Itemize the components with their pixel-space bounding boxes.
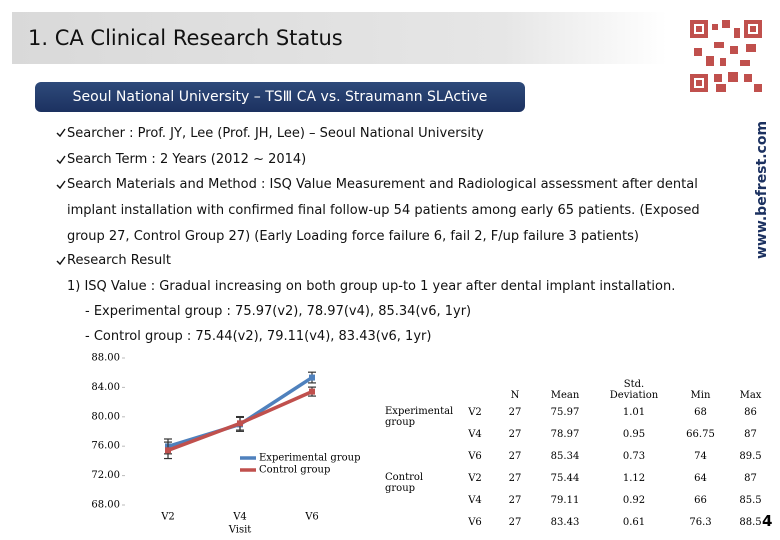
chart: 68.00 72.00 76.00 80.00 84.00 88.00 V2 V4 V6 Visi… <box>91 353 360 536</box>
visit-cell: V6 <box>468 516 482 528</box>
legend-label: Control group <box>259 465 330 476</box>
x-tick-label: V2 <box>160 512 175 523</box>
header-cell <box>385 374 455 401</box>
header-cell <box>455 374 495 401</box>
bullet: Search Term : 2 Years (2012 ~ 2014) <box>67 152 307 167</box>
visit-cell: V6 <box>468 450 482 462</box>
value-cell: 27 <box>508 450 522 462</box>
check-icon <box>56 180 66 190</box>
value-cell: 79.11 <box>550 494 580 506</box>
visit-cell: V2 <box>468 406 482 418</box>
value-cell: 68 <box>694 406 707 418</box>
value-cell: 66.75 <box>686 428 715 440</box>
point <box>309 388 315 395</box>
value-cell: 27 <box>508 494 522 506</box>
header-row: N Mean Std. Deviation Min Max <box>385 374 773 401</box>
value-cell: 78.97 <box>550 428 580 440</box>
table-row: V6 27 83.43 0.61 76.3 88.5 <box>385 511 773 533</box>
value-cell: 64 <box>694 472 707 484</box>
value-cell: 85.5 <box>739 494 762 506</box>
column-header: Max <box>739 390 762 401</box>
legend-label: Experimental group <box>259 453 360 464</box>
column-header: Std. Deviation <box>609 379 659 401</box>
visit-cell: V4 <box>468 494 482 506</box>
series-line <box>167 376 313 449</box>
table-row: Experimental group V2 27 75.97 1.01 68 86 <box>385 401 773 428</box>
value-cell: 75.44 <box>550 472 580 484</box>
group-label: Experimental group <box>385 406 454 428</box>
value-cell: 87 <box>744 472 757 484</box>
table-row: V4 27 78.97 0.95 66.75 87 <box>385 423 773 445</box>
y-tick-label: 84.00 <box>91 382 120 393</box>
page-number: 4 <box>762 512 773 530</box>
result-detail: - Experimental group : 75.97(v2), 78.97(… <box>85 304 472 319</box>
header-bar <box>12 12 667 64</box>
check-icon <box>56 155 66 165</box>
x-tick-label: V4 <box>232 512 247 523</box>
visit-cell: V4 <box>468 428 482 440</box>
column-header: N <box>510 390 520 401</box>
x-tick-label: V6 <box>304 512 319 523</box>
y-tick-label: 88.00 <box>91 353 120 364</box>
value-cell: 76.3 <box>689 516 712 528</box>
point <box>309 374 315 381</box>
value-cell: 0.61 <box>622 516 646 528</box>
y-tick-label: 76.00 <box>91 441 120 452</box>
y-tick-label: 68.00 <box>91 500 120 511</box>
side-text: www.befrest.com <box>754 120 770 260</box>
value-cell: 88.5 <box>739 516 762 528</box>
x-axis-label: Visit <box>228 525 252 536</box>
point <box>165 447 171 454</box>
value-cell: 27 <box>508 406 522 418</box>
value-cell: 89.5 <box>739 450 762 462</box>
value-cell: 1.12 <box>622 472 646 484</box>
value-cell: 27 <box>508 516 522 528</box>
result-detail: 1) ISQ Value : Gradual increasing on bot… <box>67 279 676 294</box>
table-head: N Mean Std. Deviation Min Max <box>385 374 773 401</box>
table-row: V4 27 79.11 0.92 66 85.5 <box>385 489 773 511</box>
table-row: Control group V2 27 75.44 1.12 64 87 <box>385 467 773 494</box>
value-cell: 0.92 <box>622 494 646 506</box>
value-cell: 27 <box>508 472 522 484</box>
value-cell: 86 <box>744 406 757 418</box>
value-cell: 74 <box>694 450 707 462</box>
table-body: Experimental group V2 27 75.97 1.01 68 86 V4 27 7… <box>385 401 773 533</box>
stats-table: N Mean Std. Deviation Min Max Experimental gr… <box>385 374 773 533</box>
value-cell: 83.43 <box>550 516 580 528</box>
slide-title: 1. CA Clinical Research Status <box>28 26 343 50</box>
banner: Seoul National University – TSⅢ CA vs. S… <box>35 82 525 112</box>
column-header: Min <box>690 390 711 401</box>
point <box>237 420 243 427</box>
check-icon <box>56 256 66 266</box>
value-cell: 0.95 <box>622 428 646 440</box>
visit-cell: V2 <box>468 472 482 484</box>
bullet: Searcher : Prof. JY, Lee (Prof. JH, Lee)… <box>67 126 484 141</box>
result-detail: - Control group : 75.44(v2), 79.11(v4), … <box>85 329 432 344</box>
value-cell: 27 <box>508 428 522 440</box>
value-cell: 87 <box>744 428 757 440</box>
qr-code <box>690 20 762 92</box>
y-tick-label: 80.00 <box>91 411 120 422</box>
value-cell: 1.01 <box>622 406 646 418</box>
value-cell: 0.73 <box>622 450 646 462</box>
group-label: Control group <box>385 472 424 494</box>
value-cell: 85.34 <box>550 450 580 462</box>
value-cell: 75.97 <box>550 406 580 418</box>
bullet: Research Result <box>67 253 171 268</box>
check-icon <box>56 128 66 138</box>
bullet: Search Materials and Method : ISQ Value … <box>67 177 700 244</box>
y-tick-label: 72.00 <box>91 470 120 481</box>
value-cell: 66 <box>694 494 707 506</box>
column-header: Mean <box>550 390 580 401</box>
table-row: V6 27 85.34 0.73 74 89.5 <box>385 445 773 467</box>
